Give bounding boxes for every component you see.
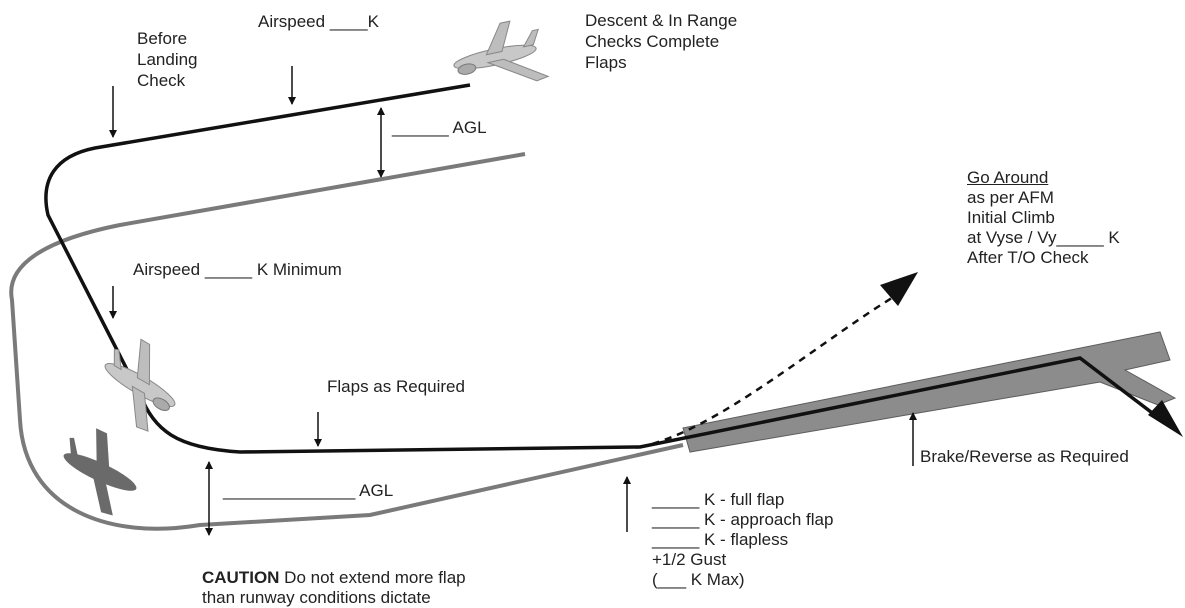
speeds-label: _____ K - full flap _____ K - approach f… [652,490,833,590]
before-landing-label: Before Landing Check [137,28,198,91]
aircraft-downwind-icon [453,20,550,82]
descent-checks-line-2: Checks Complete [585,32,720,51]
before-landing-line-3: Check [137,71,186,90]
descent-checks-line-1: Descent & In Range [585,11,738,30]
go-around-title: Go Around [967,168,1049,187]
go-around-line-4: After T/O Check [967,248,1089,267]
rollout-arrowhead [1148,400,1183,437]
descent-checks-label: Descent & In Range Checks Complete Flaps [585,10,737,73]
go-around-line-1: as per AFM [967,188,1054,207]
airspeed-min-label: Airspeed _____ K Minimum [133,260,342,279]
descent-checks-line-3: Flaps [585,53,627,72]
speed-full-flap: _____ K - full flap [652,490,785,509]
go-around-path [639,288,906,449]
brake-reverse-label: Brake/Reverse as Required [920,447,1129,466]
speed-approach-flap: _____ K - approach flap [652,510,834,529]
speed-flapless: _____ K - flapless [652,530,789,549]
agl-top-label: ______ AGL [392,118,487,137]
before-landing-line-2: Landing [137,50,198,69]
runway [682,331,1177,453]
agl-bottom-label: ______________ AGL [223,481,394,500]
caution-text: Do not extend more flap [279,568,466,587]
ground-track [9,152,684,531]
airspeed-top-label: Airspeed ____K [258,12,379,31]
caution-note: CAUTION Do not extend more flap than run… [202,568,466,608]
speed-gust: +1/2 Gust [652,550,727,569]
caution-line-2: than runway conditions dictate [202,588,431,607]
go-around-arrowhead [880,272,918,306]
go-around-line-3: at Vyse / Vy_____ K [967,228,1120,247]
go-around-label: Go Around as per AFM Initial Climb at Vy… [967,168,1120,268]
aircraft-base-icon [104,338,176,432]
flaps-required-label: Flaps as Required [327,377,465,396]
caution-keyword: CAUTION [202,568,280,587]
aircraft-shadow-icon [63,428,137,516]
go-around-line-2: Initial Climb [967,208,1055,227]
before-landing-line-1: Before [137,29,188,48]
speed-max: (___ K Max) [652,570,745,589]
